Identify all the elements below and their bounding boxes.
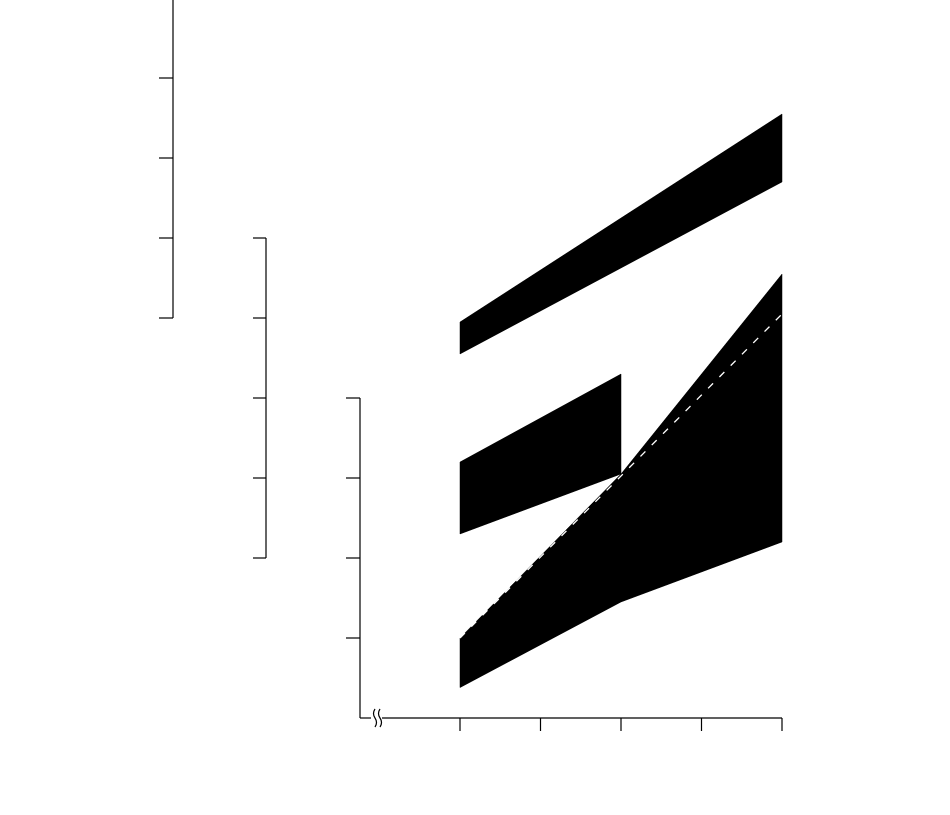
bottom-band bbox=[459, 273, 783, 689]
x-axis-break-left bbox=[372, 708, 378, 728]
dashed-trend bbox=[459, 313, 783, 639]
x-axis-break-right bbox=[377, 708, 383, 728]
top-band bbox=[459, 113, 783, 355]
